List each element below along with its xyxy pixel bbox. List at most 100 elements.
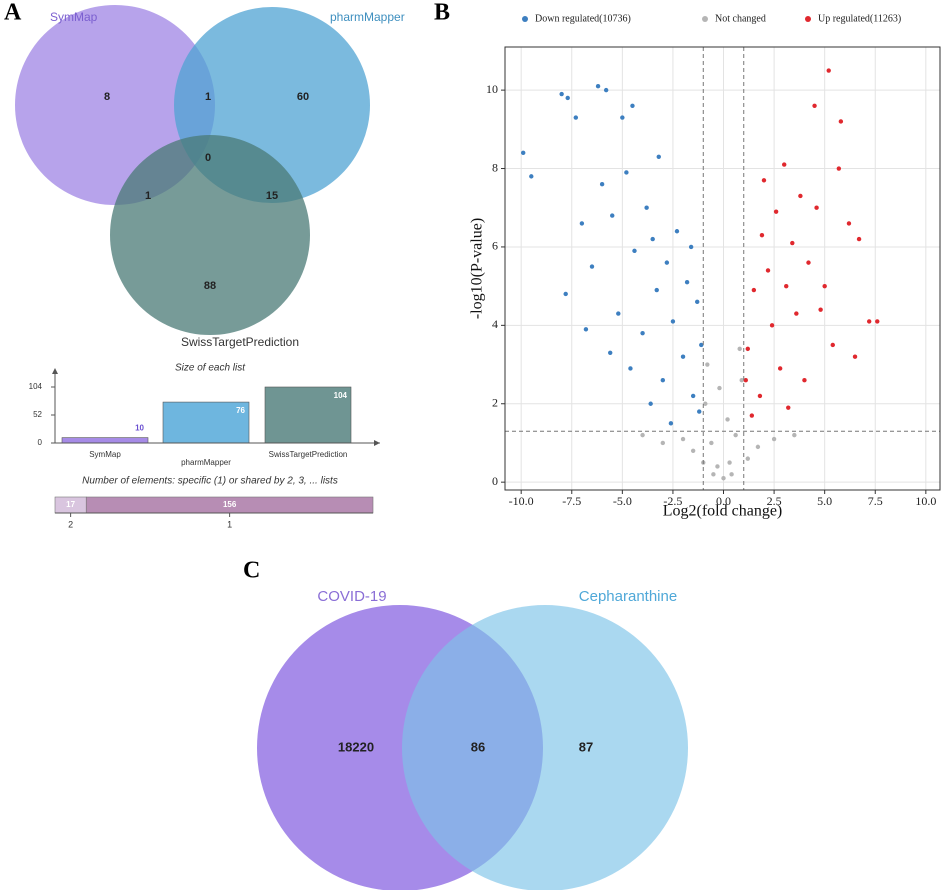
point — [680, 436, 686, 442]
venn-set-label: COVID-19 — [317, 588, 386, 605]
y-tick-label: 2 — [492, 396, 498, 410]
point — [771, 436, 777, 442]
x-axis-label: Log2(fold change) — [663, 503, 783, 520]
point — [802, 378, 807, 383]
point — [745, 456, 750, 461]
point — [529, 174, 534, 179]
point — [583, 327, 589, 332]
point — [769, 323, 775, 328]
point — [648, 401, 653, 406]
point — [616, 311, 621, 316]
point — [715, 464, 720, 469]
point — [684, 280, 690, 285]
point — [846, 221, 852, 226]
point — [603, 87, 609, 93]
point — [739, 378, 744, 383]
point — [650, 236, 655, 242]
axis — [54, 370, 380, 444]
x-tick-label: -10.0 — [509, 494, 534, 508]
value-label: 76 — [236, 406, 245, 415]
y-tick-label: 0 — [492, 474, 498, 488]
point — [856, 236, 862, 242]
point — [806, 260, 811, 265]
x-tick-label: -2.5 — [663, 494, 682, 508]
bar — [264, 386, 352, 444]
x-tick-label: 7.5 — [868, 494, 883, 508]
point — [759, 232, 765, 238]
x-tick-label: 0.0 — [716, 494, 731, 508]
chart-title: Number of elements: specific (1) or shar… — [82, 476, 338, 487]
point — [573, 115, 579, 120]
point — [668, 421, 674, 426]
point — [705, 362, 710, 367]
y-tick-label: 104 — [29, 382, 43, 391]
point — [559, 91, 564, 97]
point — [680, 354, 686, 359]
point — [565, 95, 570, 101]
point — [777, 366, 783, 371]
venn-count: 18220 — [338, 739, 374, 754]
point — [727, 460, 732, 465]
point — [765, 268, 771, 273]
venn-set — [402, 605, 688, 890]
legend-marker — [702, 16, 708, 22]
point — [695, 299, 700, 305]
point — [745, 346, 750, 352]
point — [656, 154, 661, 159]
venn-set — [110, 135, 310, 335]
point — [688, 244, 694, 250]
venn-count: 1 — [145, 190, 151, 202]
point — [782, 162, 787, 167]
point — [690, 393, 696, 399]
x-tick-label: 1 — [227, 519, 232, 529]
point — [674, 229, 680, 234]
y-tick-label: 6 — [492, 239, 498, 253]
venn-count: 86 — [471, 739, 485, 754]
x-tick-label: -7.5 — [562, 494, 581, 508]
point — [717, 385, 722, 391]
point — [608, 350, 613, 355]
point — [743, 378, 748, 383]
point — [632, 248, 637, 254]
plot-frame — [504, 46, 941, 491]
venn-set-label: SwissTargetPrediction — [181, 335, 299, 349]
legend-label: Not changed — [715, 13, 766, 24]
venn-set-label: pharmMapper — [330, 10, 405, 24]
venn-set-label: SymMap — [50, 10, 98, 24]
venn-set-label: Cepharanthine — [579, 588, 677, 605]
x-tick-label: pharmMapper — [181, 458, 231, 467]
point — [654, 287, 659, 293]
point — [749, 413, 755, 418]
point — [729, 472, 734, 477]
value-label: 104 — [334, 391, 348, 400]
point — [773, 209, 779, 214]
point — [838, 119, 844, 124]
panel-label: B — [434, 0, 450, 26]
y-tick-label: 10 — [486, 82, 498, 96]
point — [784, 283, 789, 289]
point — [660, 440, 666, 446]
x-tick-label: 2 — [68, 519, 73, 529]
point — [697, 409, 702, 414]
point — [725, 417, 730, 422]
point — [826, 68, 831, 73]
venn-count: 87 — [579, 739, 593, 754]
point — [852, 354, 858, 359]
point — [737, 346, 742, 352]
x-tick-label: -5.0 — [613, 494, 632, 508]
point — [814, 205, 819, 210]
point — [790, 240, 795, 246]
point — [721, 476, 726, 481]
y-tick-label: 4 — [492, 317, 498, 331]
venn-count: 88 — [204, 280, 216, 292]
point — [836, 166, 842, 171]
x-tick-label: 5.0 — [817, 494, 832, 508]
point — [628, 366, 633, 371]
x-tick-label: SymMap — [89, 450, 121, 459]
venn-count: 1 — [205, 91, 211, 103]
point — [733, 432, 738, 438]
point — [761, 178, 767, 183]
venn-count: 15 — [266, 190, 278, 202]
point — [664, 260, 670, 265]
